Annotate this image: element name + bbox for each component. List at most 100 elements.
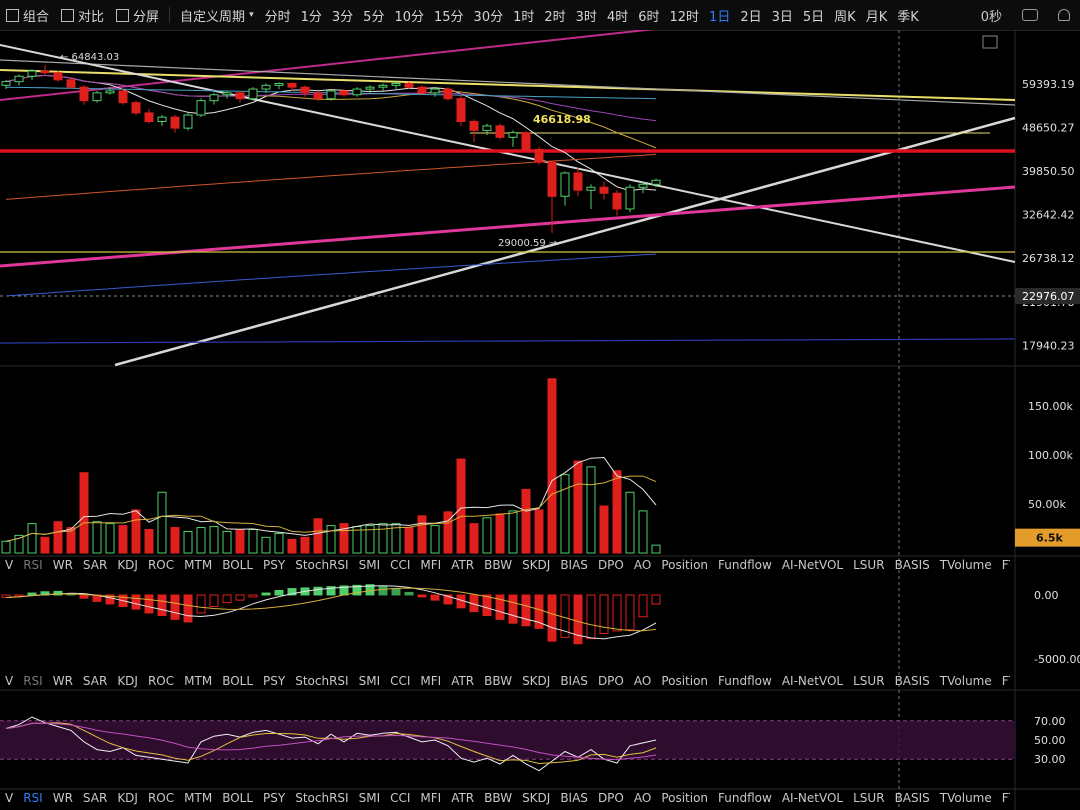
indicator-tab-mfi[interactable]: MFI [420,558,442,572]
indicator-tab-bbw[interactable]: BBW [484,791,513,805]
indicator-tab-basis[interactable]: BASIS [894,674,930,688]
indicator-tab-lsur[interactable]: LSUR [853,791,885,805]
indicator-tab-mtm[interactable]: MTM [184,791,213,805]
indicator-tab-wr[interactable]: WR [52,674,73,688]
indicator-tab-skdj[interactable]: SKDJ [522,791,551,805]
indicator-tab-cci[interactable]: CCI [390,674,411,688]
indicator-tab-psy[interactable]: PSY [263,674,286,688]
indicator-tab-boll[interactable]: BOLL [222,558,254,572]
indicator-tab-mfi[interactable]: MFI [420,674,442,688]
indicator-tab-kdj[interactable]: KDJ [117,558,138,572]
indicator-tab-tvolume[interactable]: TVolume [939,674,992,688]
indicator-tab-position[interactable]: Position [661,558,709,572]
period-15[interactable]: 3日 [771,9,793,25]
period-3[interactable]: 5分 [363,9,385,25]
indicator-tab-ftbs[interactable]: FTBS [1001,674,1010,688]
indicator-tab-bias[interactable]: BIAS [560,791,588,805]
combine-button[interactable]: 组合 [0,6,55,25]
period-16[interactable]: 5日 [802,9,825,25]
period-14[interactable]: 2日 [740,9,762,25]
indicator-tab-atr[interactable]: ATR [451,558,475,572]
indicator-tab-rsi[interactable]: RSI [23,791,43,805]
indicator-tab-mfi[interactable]: MFI [420,791,442,805]
indicator-tab-tvolume[interactable]: TVolume [939,791,992,805]
indicator-tab-v[interactable]: V [5,558,14,572]
indicator-tab-position[interactable]: Position [661,791,709,805]
bell-icon[interactable] [1058,9,1070,21]
indicator-tab-v[interactable]: V [5,674,14,688]
indicator-tab-roc[interactable]: ROC [147,674,175,688]
indicator-tab-roc[interactable]: ROC [147,791,175,805]
indicator-tab-bias[interactable]: BIAS [560,558,588,572]
indicator-tab-cci[interactable]: CCI [390,558,411,572]
period-19[interactable]: 季K [897,9,919,25]
indicator-tab-stochrsi[interactable]: StochRSI [295,791,349,805]
indicator-tab-sar[interactable]: SAR [82,791,108,805]
indicator-tab-boll[interactable]: BOLL [222,674,254,688]
indicator-tab-stochrsi[interactable]: StochRSI [295,674,349,688]
indicator-tab-dpo[interactable]: DPO [597,558,624,572]
indicator-tab-fundflow[interactable]: Fundflow [718,791,772,805]
period-18[interactable]: 月K [865,9,888,25]
indicator-tab-dpo[interactable]: DPO [597,674,624,688]
period-0[interactable]: 分时 [264,9,291,25]
indicator-tab-ao[interactable]: AO [633,558,652,572]
indicator-tab-atr[interactable]: ATR [451,674,475,688]
indicator-tab-smi[interactable]: SMI [358,674,381,688]
custom-period-dropdown[interactable]: 自定义周期 ▾ [180,9,254,25]
indicator-tab-wr[interactable]: WR [52,791,73,805]
indicator-tab-kdj[interactable]: KDJ [117,674,138,688]
indicator-tab-roc[interactable]: ROC [147,558,175,572]
indicator-tab-rsi[interactable]: RSI [23,674,43,688]
chart-canvas[interactable]: ← 64843.03 46618.98 29000.59 → 59393.19 4865… [0,30,1080,810]
indicator-tab-rsi[interactable]: RSI [23,558,43,572]
period-13[interactable]: 1日 [709,9,731,25]
indicator-tab-bbw[interactable]: BBW [484,558,513,572]
period-1[interactable]: 1分 [300,9,322,25]
indicator-tab-sar[interactable]: SAR [82,558,108,572]
camera-icon[interactable] [1022,9,1038,21]
indicator-tab-kdj[interactable]: KDJ [117,791,138,805]
period-10[interactable]: 4时 [606,9,629,25]
indicator-tab-fundflow[interactable]: Fundflow [718,674,772,688]
indicator-tab-fundflow[interactable]: Fundflow [718,558,772,572]
indicator-tab-skdj[interactable]: SKDJ [522,674,551,688]
compare-button[interactable]: 对比 [55,6,110,25]
period-12[interactable]: 12时 [669,9,700,25]
indicator-tab-lsur[interactable]: LSUR [853,558,885,572]
indicator-tab-psy[interactable]: PSY [263,558,286,572]
period-9[interactable]: 3时 [575,9,597,25]
indicator-tab-ao[interactable]: AO [633,791,652,805]
indicator-tab-ftbs[interactable]: FTBS [1001,791,1010,805]
indicator-tab-bbw[interactable]: BBW [484,674,513,688]
split-screen-button[interactable]: 分屏 [110,6,165,25]
period-11[interactable]: 6时 [638,9,660,25]
period-5[interactable]: 15分 [434,9,464,25]
indicator-tab-mtm[interactable]: MTM [184,558,213,572]
period-4[interactable]: 10分 [394,9,424,25]
indicator-tab-position[interactable]: Position [661,674,709,688]
indicator-tab-basis[interactable]: BASIS [894,791,930,805]
indicator-tab-ai-netvol[interactable]: AI-NetVOL [781,791,844,805]
indicator-tab-v[interactable]: V [5,791,14,805]
indicator-tab-dpo[interactable]: DPO [597,791,624,805]
indicator-tab-mtm[interactable]: MTM [184,674,213,688]
period-7[interactable]: 1时 [513,9,535,25]
indicator-tab-ao[interactable]: AO [633,674,652,688]
indicator-tab-cci[interactable]: CCI [390,791,411,805]
indicator-tab-tvolume[interactable]: TVolume [939,558,992,572]
indicator-tab-skdj[interactable]: SKDJ [522,558,551,572]
period-6[interactable]: 30分 [473,9,504,25]
indicator-tab-bias[interactable]: BIAS [560,674,588,688]
period-8[interactable]: 2时 [544,9,566,25]
indicator-tab-sar[interactable]: SAR [82,674,108,688]
indicator-tab-psy[interactable]: PSY [263,791,286,805]
indicator-tab-smi[interactable]: SMI [358,558,381,572]
indicator-tab-smi[interactable]: SMI [358,791,381,805]
indicator-tab-lsur[interactable]: LSUR [853,674,885,688]
indicator-tab-basis[interactable]: BASIS [894,558,930,572]
indicator-tab-atr[interactable]: ATR [451,791,475,805]
indicator-tab-stochrsi[interactable]: StochRSI [295,558,349,572]
indicator-tab-boll[interactable]: BOLL [222,791,254,805]
indicator-tab-ai-netvol[interactable]: AI-NetVOL [781,674,844,688]
